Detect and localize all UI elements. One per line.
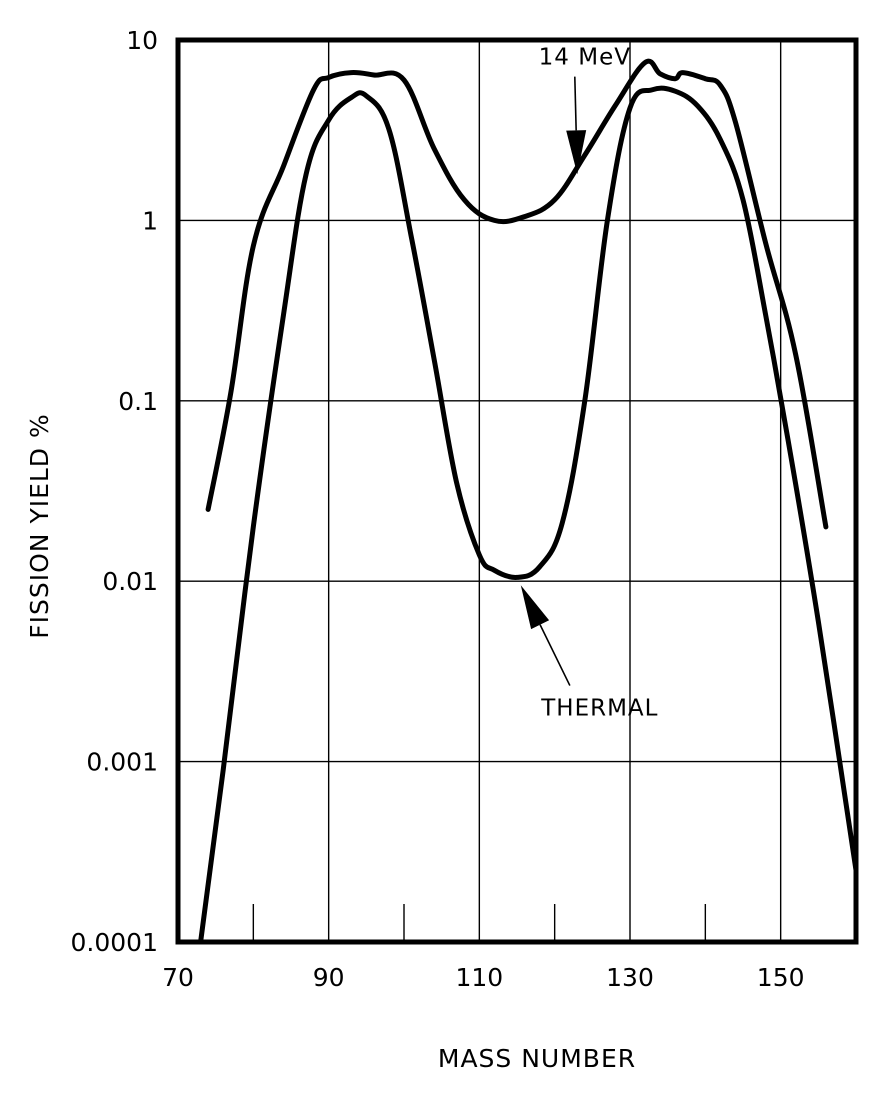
x-tick-labels: 70 90 110 130 150 bbox=[162, 963, 804, 992]
y-tick-label: 0.1 bbox=[118, 387, 158, 416]
annotation-leader bbox=[574, 76, 577, 131]
y-tick-labels: 0.0001 0.001 0.01 0.1 1 10 bbox=[71, 26, 158, 957]
annotation-leader bbox=[539, 624, 571, 686]
x-axis-label: MASS NUMBER bbox=[438, 1044, 636, 1073]
annotations: 14 MeV THERMAL bbox=[520, 45, 658, 722]
x-minor-ticks bbox=[252, 904, 707, 942]
annotation-arrowhead bbox=[520, 585, 550, 630]
series-line-thermal bbox=[198, 85, 859, 945]
y-tick-label: 0.0001 bbox=[71, 928, 158, 957]
annotation-arrowhead bbox=[566, 130, 587, 175]
x-tick-label: 90 bbox=[313, 963, 345, 992]
annotation-label: THERMAL bbox=[540, 696, 658, 722]
y-tick-label: 10 bbox=[126, 26, 158, 55]
series-lines bbox=[198, 58, 859, 945]
y-axis-label: FISSION YIELD % bbox=[25, 413, 54, 639]
y-tick-label: 0.001 bbox=[86, 748, 158, 777]
annotation-label: 14 MeV bbox=[539, 45, 631, 71]
plot-frame bbox=[175, 37, 859, 945]
x-tick-label: 130 bbox=[606, 963, 654, 992]
y-tick-label: 0.01 bbox=[102, 567, 158, 596]
x-tick-label: 150 bbox=[757, 963, 805, 992]
x-tick-label: 110 bbox=[455, 963, 503, 992]
x-tick-label: 70 bbox=[162, 963, 194, 992]
y-tick-label: 1 bbox=[142, 206, 158, 235]
grid bbox=[178, 40, 856, 942]
series-line-14mev bbox=[205, 58, 829, 530]
